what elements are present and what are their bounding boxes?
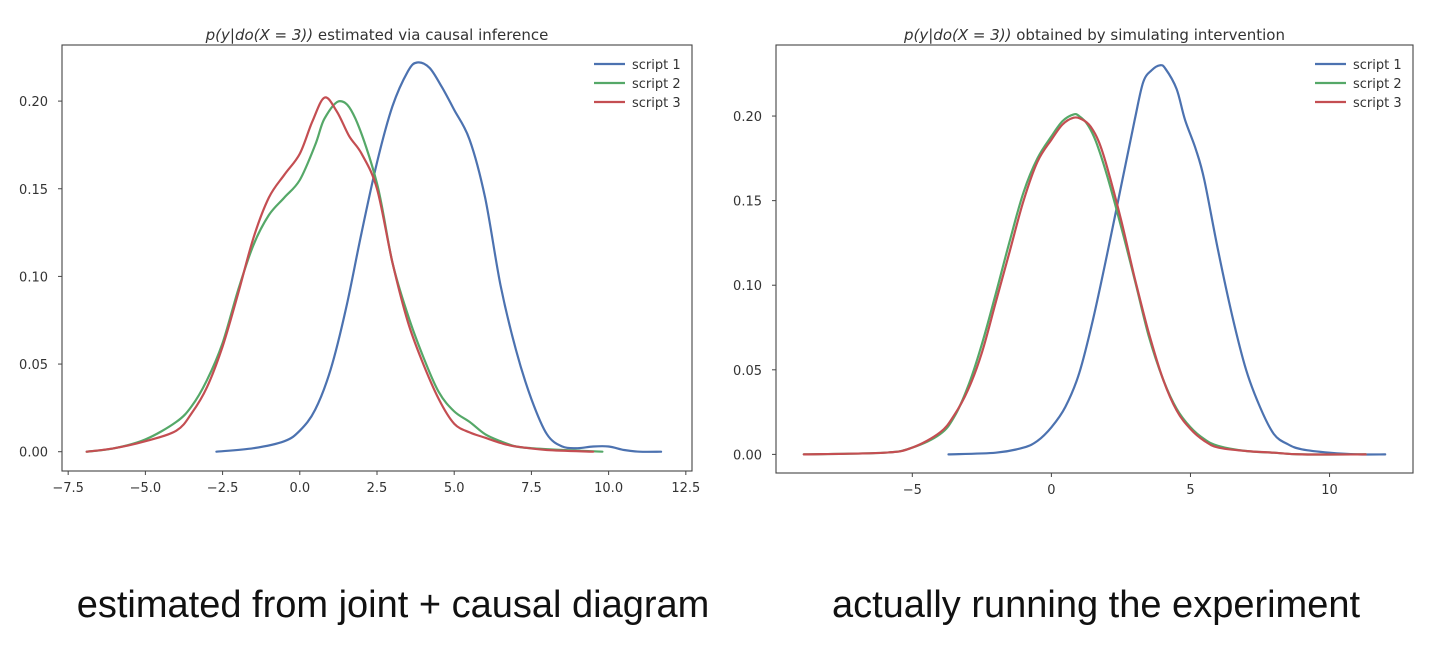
legend-label: script 1 xyxy=(1353,58,1402,73)
x-tick-label: 10.0 xyxy=(594,481,623,496)
y-tick-label: 0.15 xyxy=(19,183,48,198)
series-line-script-1 xyxy=(215,61,663,453)
x-tick-label: −2.5 xyxy=(207,481,239,496)
x-tick-label: 0.0 xyxy=(289,481,310,496)
y-tick-label: 0.10 xyxy=(733,279,762,294)
x-tick-label: −5.0 xyxy=(130,481,162,496)
x-tick-label: 5.0 xyxy=(444,481,465,496)
chart-title-math: p(y|do(X = 3)) xyxy=(903,26,1011,44)
series-line-script-3 xyxy=(85,96,595,453)
caption-right: actually running the experiment xyxy=(831,584,1361,626)
series-group xyxy=(85,61,663,453)
chart-simulated-intervention: p(y|do(X = 3)) obtained by simulating in… xyxy=(733,26,1414,498)
x-tick-label: 12.5 xyxy=(671,481,700,496)
x-tick-label: −7.5 xyxy=(52,481,84,496)
chart-title-text: estimated via causal inference xyxy=(313,26,548,44)
series-line-script-2 xyxy=(85,100,604,453)
y-tick-label: 0.00 xyxy=(733,448,762,463)
x-tick-label: 5 xyxy=(1186,483,1194,498)
x-tick-label: 0 xyxy=(1047,483,1055,498)
y-tick-label: 0.05 xyxy=(19,358,48,373)
y-tick-label: 0.10 xyxy=(19,270,48,285)
legend-label: script 3 xyxy=(632,96,681,111)
series-line-script-1 xyxy=(947,64,1387,456)
legend-label: script 3 xyxy=(1353,96,1402,111)
y-tick-label: 0.20 xyxy=(19,95,48,110)
y-tick-label: 0.05 xyxy=(733,364,762,379)
y-tick-label: 0.20 xyxy=(733,110,762,125)
legend-label: script 2 xyxy=(632,77,681,92)
x-tick-label: −5 xyxy=(903,483,922,498)
chart-title-text: obtained by simulating intervention xyxy=(1011,26,1285,44)
legend: script 1 script 2 script 3 xyxy=(1315,58,1402,111)
chart-causal-inference: p(y|do(X = 3)) estimated via causal infe… xyxy=(19,26,700,496)
y-tick-label: 0.00 xyxy=(19,446,48,461)
series-group xyxy=(802,64,1387,456)
x-tick-label: 7.5 xyxy=(521,481,542,496)
series-line-script-2 xyxy=(802,112,1367,456)
chart-title: p(y|do(X = 3)) estimated via causal infe… xyxy=(205,26,549,44)
legend: script 1 script 2 script 3 xyxy=(594,58,681,111)
chart-title: p(y|do(X = 3)) obtained by simulating in… xyxy=(903,26,1285,44)
plot-frame xyxy=(61,44,693,472)
plot-frame xyxy=(775,44,1414,474)
y-tick-label: 0.15 xyxy=(733,195,762,210)
x-tick-label: 2.5 xyxy=(367,481,388,496)
chart-title-math: p(y|do(X = 3)) xyxy=(205,26,313,44)
legend-label: script 1 xyxy=(632,58,681,73)
caption-left: estimated from joint + causal diagram xyxy=(76,584,710,626)
legend-label: script 2 xyxy=(1353,77,1402,92)
x-tick-label: 10 xyxy=(1321,483,1338,498)
series-line-script-3 xyxy=(802,116,1367,456)
